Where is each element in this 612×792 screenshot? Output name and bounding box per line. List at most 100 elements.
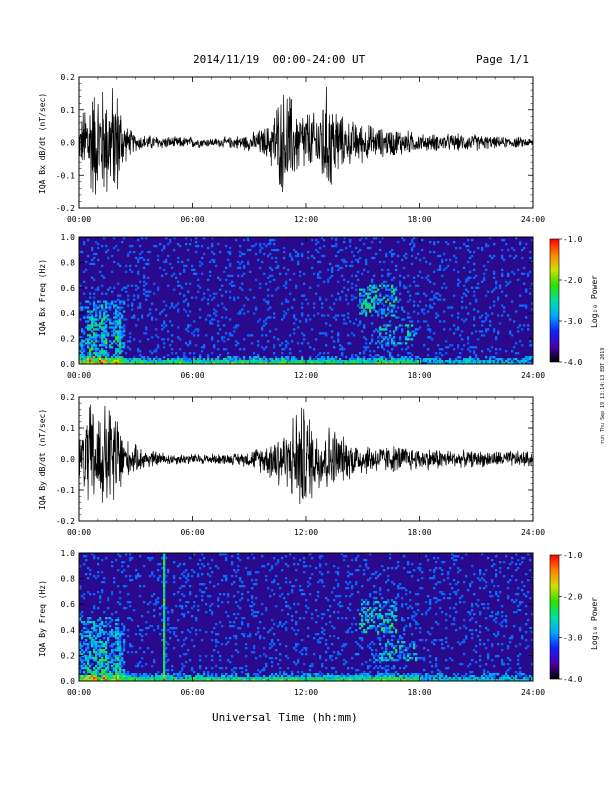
spectrogram-cell: [103, 330, 106, 333]
spectrogram-cell: [163, 607, 166, 610]
spectrogram-cell: [459, 362, 462, 365]
spectrogram-cell: [107, 332, 110, 335]
spectrogram-cell: [395, 567, 398, 570]
spectrogram-cell: [87, 238, 90, 242]
spectrogram-cell: [145, 627, 148, 630]
spectrogram-cell: [103, 352, 106, 355]
spectrogram-cell: [273, 643, 276, 646]
spectrogram-cell: [259, 286, 262, 289]
spectrogram-cell: [421, 308, 424, 311]
spectrogram-cell: [237, 679, 240, 682]
ytick-2-4: 0.2: [61, 335, 533, 344]
spectrogram-cell: [295, 663, 298, 666]
spectrogram-cell: [99, 627, 102, 630]
spectrogram-cell: [343, 286, 346, 289]
spectrogram-cell: [163, 659, 166, 662]
spectrogram-cell: [497, 360, 500, 363]
spectrogram-cell: [503, 310, 506, 313]
spectrogram-cell: [321, 573, 324, 576]
spectrogram-cell: [339, 360, 342, 363]
spectrogram-cell: [225, 308, 228, 311]
ytick-label: -0.2: [56, 204, 75, 213]
spectrogram-cell: [433, 282, 436, 285]
spectrogram-cell: [99, 625, 102, 628]
spectrogram-cell: [417, 312, 420, 315]
spectrogram-cell: [95, 332, 98, 335]
spectrogram-cell: [357, 362, 360, 365]
spectrogram-cell: [125, 286, 128, 289]
spectrogram-cell: [115, 637, 118, 640]
spectrogram-cell: [261, 326, 264, 329]
spectrogram-cell: [129, 348, 132, 351]
spectrogram-cell: [261, 603, 264, 606]
spectrogram-cell: [331, 362, 334, 365]
spectrogram-cell: [209, 575, 212, 578]
spectrogram-cell: [201, 591, 204, 594]
spectrogram-cell: [89, 360, 92, 363]
spectrogram-cell: [221, 625, 224, 628]
spectrogram-cell: [367, 306, 370, 309]
spectrogram-cell: [309, 577, 312, 580]
spectrogram-bg-4: [79, 553, 533, 681]
spectrogram-cell: [119, 336, 122, 339]
spectrogram-cell: [385, 649, 388, 652]
spectrogram-cell: [447, 360, 450, 363]
spectrogram-cell: [405, 360, 408, 363]
spectrogram-cell: [275, 358, 278, 361]
spectrogram-cell: [203, 344, 206, 347]
spectrogram-cell: [325, 360, 328, 363]
spectrogram-cell: [143, 565, 146, 568]
spectrogram-cell: [345, 322, 348, 325]
spectrogram-cell: [485, 328, 488, 331]
spectrogram-cell: [275, 260, 278, 264]
spectrogram-cell: [183, 673, 186, 676]
spectrogram-cell: [381, 356, 384, 359]
spectrogram-cell: [379, 362, 382, 365]
spectrogram-cell: [529, 256, 532, 260]
spectrogram-cell: [83, 350, 86, 353]
spectrogram-cell: [183, 675, 186, 678]
spectrogram-cell: [109, 322, 112, 325]
spectrogram-cell: [239, 667, 242, 670]
spectrogram-cell: [97, 328, 100, 331]
spectrogram-cell: [115, 332, 118, 335]
spectrogram-cell: [273, 557, 276, 560]
spectrogram-cell: [273, 593, 276, 596]
spectrogram-cell: [237, 324, 240, 327]
spectrogram-cell: [211, 322, 214, 325]
spectrogram-cell: [375, 607, 378, 610]
spectrogram-cell: [377, 671, 380, 674]
spectrogram-cell: [409, 356, 412, 359]
spectrogram-cell: [145, 679, 148, 682]
spectrogram-cell: [467, 358, 470, 361]
spectrogram-cell: [99, 651, 102, 654]
spectrogram-cell: [311, 573, 314, 576]
spectrogram-cell: [385, 679, 388, 682]
spectrogram-cell: [285, 356, 288, 359]
spectrogram-cell: [157, 362, 160, 365]
spectrogram-cell: [147, 290, 150, 293]
spectrogram-cell: [487, 348, 490, 351]
spectrogram-cell: [355, 669, 358, 672]
spectrogram-cell: [163, 677, 166, 680]
spectrogram-cell: [495, 338, 498, 341]
spectrogram-cell: [313, 302, 316, 305]
spectrogram-cell: [395, 344, 398, 347]
spectrogram-cell: [79, 308, 82, 311]
spectrogram-cell: [461, 300, 464, 303]
spectrogram-cell: [351, 286, 354, 289]
spectrogram-cell: [307, 585, 310, 588]
spectrogram-cell: [359, 360, 362, 363]
spectrogram-cell: [117, 623, 120, 626]
spectrogram-cell: [163, 244, 166, 248]
spectrogram-cell: [95, 665, 98, 668]
spectrogram-cell: [119, 308, 122, 311]
spectrogram-cell: [515, 254, 518, 258]
spectrogram-cell: [223, 553, 226, 556]
spectrogram-cell: [289, 292, 292, 295]
spectrogram-cell: [361, 298, 364, 301]
spectrogram-cell: [269, 266, 272, 270]
spectrogram-cell: [401, 356, 404, 359]
spectrogram-cell: [185, 675, 188, 678]
spectrogram-cell: [195, 240, 198, 244]
